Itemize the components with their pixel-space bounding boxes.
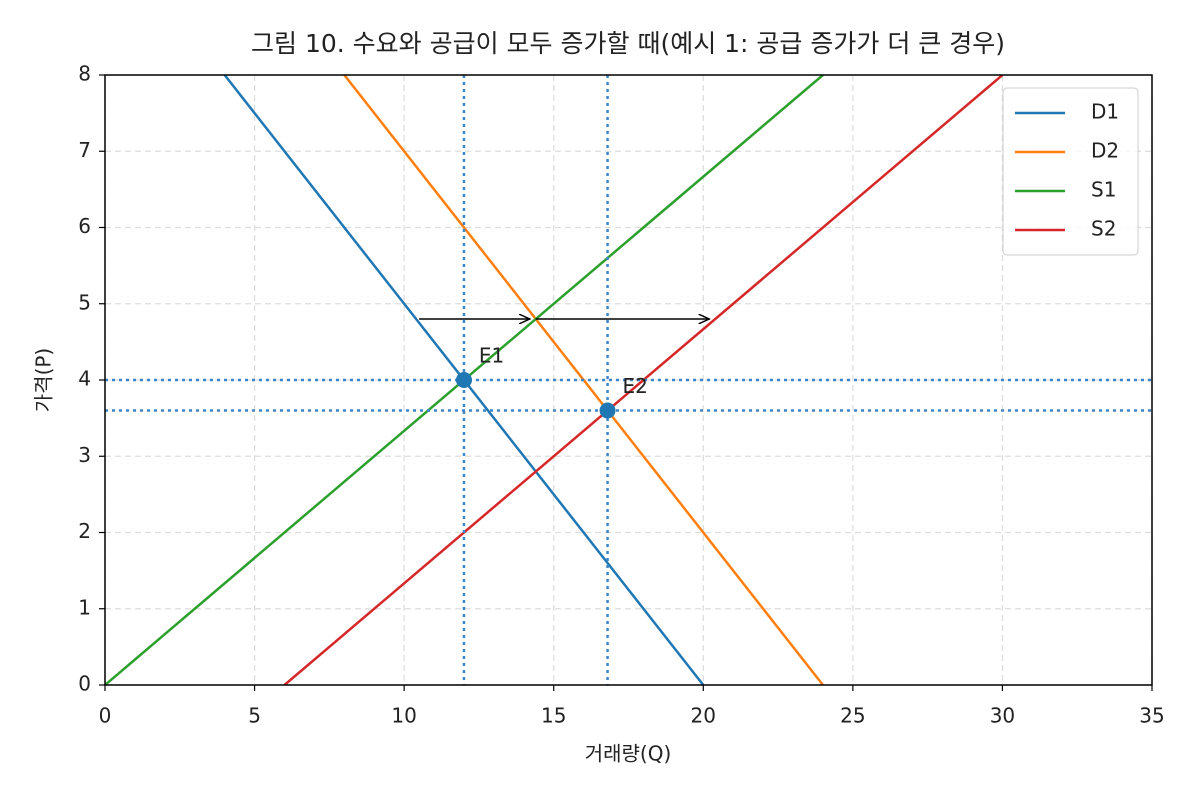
legend-label: D2 bbox=[1091, 139, 1119, 163]
x-tick-label: 10 bbox=[391, 704, 416, 728]
annotation: E2 bbox=[623, 374, 648, 398]
y-tick-label: 4 bbox=[78, 367, 91, 391]
y-tick-label: 6 bbox=[78, 214, 91, 238]
x-tick-label: 20 bbox=[691, 704, 716, 728]
axes-frame bbox=[104, 74, 1153, 686]
x-tick-label: 30 bbox=[990, 704, 1015, 728]
y-axis-label: 가격(P) bbox=[32, 348, 56, 412]
y-tick-label: 2 bbox=[78, 519, 91, 543]
y-tick-label: 7 bbox=[78, 138, 91, 162]
x-tick-label: 35 bbox=[1139, 704, 1164, 728]
line bbox=[283, 75, 1004, 685]
annotation: E1 bbox=[479, 344, 504, 368]
legend-label: S1 bbox=[1091, 178, 1116, 202]
equilibrium-point bbox=[455, 372, 472, 388]
x-axis-label: 거래량(Q) bbox=[585, 742, 672, 766]
legend-label: S2 bbox=[1091, 217, 1116, 241]
y-tick-label: 0 bbox=[78, 672, 91, 696]
x-tick-label: 15 bbox=[541, 704, 566, 728]
legend-label: D1 bbox=[1091, 100, 1119, 124]
y-tick-label: 8 bbox=[78, 62, 91, 86]
equilibrium-point bbox=[599, 402, 616, 419]
x-tick-label: 25 bbox=[840, 704, 865, 728]
x-tick-label: 0 bbox=[99, 704, 112, 728]
y-tick-label: 1 bbox=[78, 595, 91, 619]
legend bbox=[1002, 87, 1139, 256]
x-tick-label: 5 bbox=[248, 704, 261, 728]
chart-title: 그림 10. 수요와 공급이 모두 증가할 때(예시 1: 공급 증가가 더 큰… bbox=[251, 29, 1005, 58]
y-tick-label: 3 bbox=[78, 443, 91, 467]
y-tick-label: 5 bbox=[78, 290, 91, 314]
